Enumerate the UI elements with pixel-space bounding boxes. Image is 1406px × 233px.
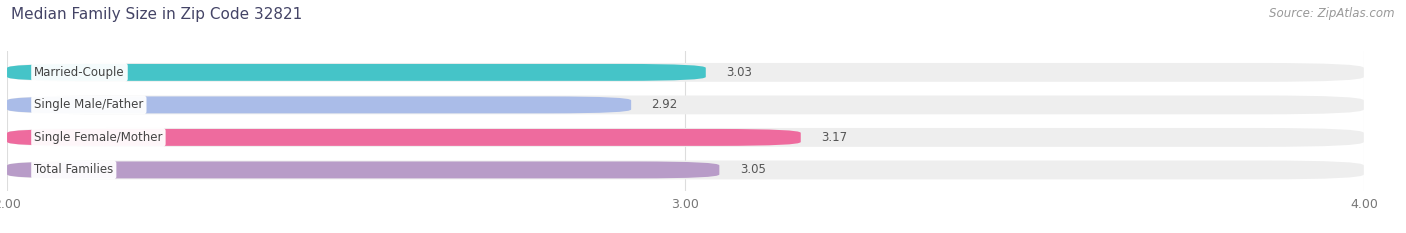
Text: 2.92: 2.92 [651,98,678,111]
FancyBboxPatch shape [7,63,1364,82]
FancyBboxPatch shape [7,128,1364,147]
FancyBboxPatch shape [7,64,706,81]
FancyBboxPatch shape [7,96,631,113]
Text: 3.17: 3.17 [821,131,848,144]
Text: Median Family Size in Zip Code 32821: Median Family Size in Zip Code 32821 [11,7,302,22]
Text: Total Families: Total Families [34,163,114,176]
FancyBboxPatch shape [7,96,1364,114]
Text: Married-Couple: Married-Couple [34,66,125,79]
Text: 3.05: 3.05 [740,163,766,176]
Text: Single Male/Father: Single Male/Father [34,98,143,111]
Text: Single Female/Mother: Single Female/Mother [34,131,163,144]
FancyBboxPatch shape [7,129,801,146]
FancyBboxPatch shape [7,161,1364,179]
Text: 3.03: 3.03 [725,66,752,79]
Text: Source: ZipAtlas.com: Source: ZipAtlas.com [1270,7,1395,20]
FancyBboxPatch shape [7,161,720,178]
